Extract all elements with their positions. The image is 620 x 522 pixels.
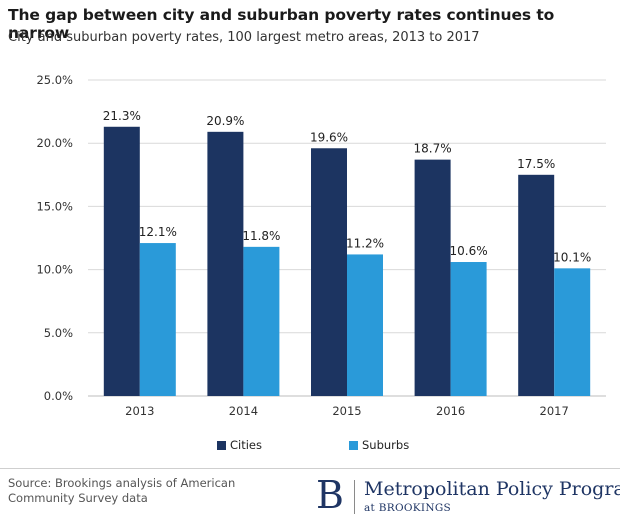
- legend-label-suburbs: Suburbs: [362, 438, 410, 452]
- data-label-cities-2013: 21.3%: [103, 109, 141, 123]
- bar-chart: 0.0% 5.0% 10.0% 15.0% 20.0% 25.0% 21.3% 12.1% 20…: [36, 73, 606, 418]
- bar-suburbs-2017: [554, 268, 591, 396]
- legend-item-suburbs: Suburbs: [349, 438, 409, 452]
- y-tick-label: 25.0%: [36, 73, 73, 87]
- data-label-suburbs-2015: 11.2%: [346, 236, 384, 250]
- x-tick-label: 2017: [540, 404, 569, 418]
- program-name: Metropolitan Policy Program: [364, 478, 620, 500]
- data-label-suburbs-2017: 10.1%: [553, 250, 591, 264]
- chart-title: The gap between city and suburban povert…: [8, 6, 555, 42]
- x-tick-label: 2013: [125, 404, 154, 418]
- data-label-cities-2017: 17.5%: [517, 157, 555, 171]
- data-label-cities-2014: 20.9%: [206, 114, 244, 128]
- bar-suburbs-2013: [139, 243, 176, 396]
- logo-separator: [354, 480, 355, 514]
- bar-cities-2013: [103, 126, 140, 396]
- bar-suburbs-2015: [347, 254, 383, 396]
- bar-cities-2017: [518, 174, 555, 396]
- data-label-cities-2016: 18.7%: [414, 142, 452, 156]
- y-tick-label: 10.0%: [36, 263, 73, 277]
- source-note: Source: Brookings analysis of American C…: [8, 476, 236, 505]
- bar-cities-2014: [207, 131, 244, 396]
- legend-item-cities: Cities: [217, 438, 262, 452]
- legend-label-cities: Cities: [230, 438, 262, 452]
- x-tick-label: 2014: [229, 404, 258, 418]
- y-tick-label: 5.0%: [44, 326, 73, 340]
- y-tick-label: 0.0%: [44, 389, 73, 403]
- program-affiliation: at BROOKINGS: [364, 502, 452, 514]
- bar-suburbs-2014: [243, 246, 280, 396]
- chart-subtitle: City and suburban poverty rates, 100 lar…: [8, 30, 480, 45]
- bar-cities-2016: [414, 159, 451, 396]
- brookings-logo: B Metropolitan Policy Program at BROOKIN…: [316, 473, 620, 517]
- data-label-suburbs-2013: 12.1%: [139, 225, 177, 239]
- y-tick-label: 20.0%: [36, 136, 73, 150]
- data-label-cities-2015: 19.6%: [310, 130, 348, 144]
- y-tick-label: 15.0%: [36, 199, 73, 213]
- legend-swatch-cities: [217, 440, 226, 450]
- legend-swatch-suburbs: [349, 440, 358, 450]
- data-label-suburbs-2014: 11.8%: [242, 229, 280, 243]
- data-label-suburbs-2016: 10.6%: [450, 244, 488, 258]
- x-tick-label: 2016: [436, 404, 465, 418]
- footer-divider: [0, 468, 620, 469]
- brookings-b-mark: B: [316, 473, 344, 517]
- x-tick-label: 2015: [332, 404, 361, 418]
- bar-cities-2015: [311, 148, 347, 396]
- bar-suburbs-2016: [450, 262, 487, 396]
